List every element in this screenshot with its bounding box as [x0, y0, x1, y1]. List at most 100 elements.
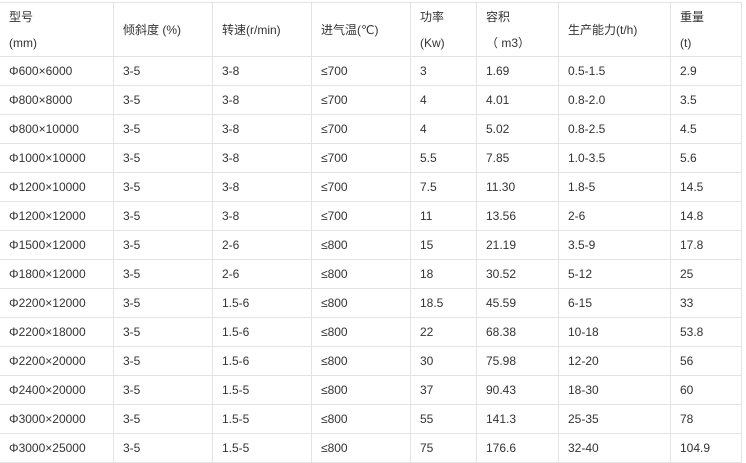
- cell-inlet-temp: ≤700: [311, 201, 411, 231]
- cell-volume: 21.19: [476, 230, 559, 260]
- cell-model: Φ600×6000: [0, 56, 114, 86]
- cell-weight: 4.5: [670, 114, 742, 144]
- cell-capacity: 32-40: [558, 433, 671, 463]
- cell-volume: 45.59: [476, 288, 559, 318]
- cell-speed: 3-8: [212, 85, 312, 115]
- header-label: 倾斜度 (%): [123, 22, 181, 37]
- cell-volume: 30.52: [476, 259, 559, 289]
- cell-power: 15: [410, 230, 477, 260]
- cell-weight: 78: [670, 404, 742, 434]
- cell-weight: 5.6: [670, 143, 742, 173]
- cell-volume: 176.6: [476, 433, 559, 463]
- cell-power: 75: [410, 433, 477, 463]
- cell-capacity: 2-6: [558, 201, 671, 231]
- header-model: 型号 (mm): [0, 2, 114, 57]
- cell-speed: 3-8: [212, 114, 312, 144]
- table-row: Φ3000×25000 3-5 1.5-5 ≤800 75 176.6 32-40 104.9: [0, 433, 742, 463]
- cell-volume: 4.01: [476, 85, 559, 115]
- header-inlet-temp: 进气温(℃): [311, 2, 411, 57]
- cell-power: 7.5: [410, 172, 477, 202]
- cell-volume: 90.43: [476, 375, 559, 405]
- cell-inclination: 3-5: [113, 317, 213, 347]
- header-weight: 重量 (t): [670, 2, 742, 57]
- cell-inlet-temp: ≤700: [311, 56, 411, 86]
- header-unit: (mm): [9, 35, 37, 50]
- cell-power: 4: [410, 114, 477, 144]
- header-capacity: 生产能力(t/h): [558, 2, 671, 57]
- cell-model: Φ2200×18000: [0, 317, 114, 347]
- cell-inclination: 3-5: [113, 114, 213, 144]
- cell-inlet-temp: ≤800: [311, 288, 411, 318]
- cell-power: 55: [410, 404, 477, 434]
- cell-weight: 2.9: [670, 56, 742, 86]
- cell-weight: 3.5: [670, 85, 742, 115]
- table-row: Φ1200×12000 3-5 3-8 ≤700 11 13.56 2-6 14.8: [0, 201, 742, 231]
- cell-inlet-temp: ≤800: [311, 375, 411, 405]
- cell-model: Φ2200×12000: [0, 288, 114, 318]
- cell-inlet-temp: ≤700: [311, 172, 411, 202]
- cell-speed: 1.5-5: [212, 433, 312, 463]
- cell-power: 4: [410, 85, 477, 115]
- cell-speed: 2-6: [212, 230, 312, 260]
- cell-capacity: 1.8-5: [558, 172, 671, 202]
- header-label: 重量: [680, 9, 705, 24]
- table-row: Φ800×10000 3-5 3-8 ≤700 4 5.02 0.8-2.5 4.5: [0, 114, 742, 144]
- cell-volume: 141.3: [476, 404, 559, 434]
- cell-inlet-temp: ≤800: [311, 404, 411, 434]
- cell-capacity: 0.8-2.5: [558, 114, 671, 144]
- cell-volume: 7.85: [476, 143, 559, 173]
- cell-model: Φ1500×12000: [0, 230, 114, 260]
- cell-inlet-temp: ≤700: [311, 85, 411, 115]
- table-row: Φ3000×20000 3-5 1.5-5 ≤800 55 141.3 25-35 78: [0, 404, 742, 434]
- header-unit: (Kw): [420, 35, 445, 50]
- header-label: 型号: [9, 9, 34, 24]
- table-row: Φ1000×10000 3-5 3-8 ≤700 5.5 7.85 1.0-3.5 5.6: [0, 143, 742, 173]
- cell-inclination: 3-5: [113, 404, 213, 434]
- table-row: Φ2200×20000 3-5 1.5-6 ≤800 30 75.98 12-20 56: [0, 346, 742, 376]
- header-row: 型号 (mm) 倾斜度 (%) 转速(r/min) 进气温(℃) 功率 (Kw) 容积 （ m3…: [0, 2, 742, 57]
- cell-volume: 5.02: [476, 114, 559, 144]
- cell-capacity: 18-30: [558, 375, 671, 405]
- cell-speed: 3-8: [212, 201, 312, 231]
- cell-capacity: 25-35: [558, 404, 671, 434]
- cell-inlet-temp: ≤800: [311, 259, 411, 289]
- table-row: Φ800×8000 3-5 3-8 ≤700 4 4.01 0.8-2.0 3.5: [0, 85, 742, 115]
- header-label: 生产能力(t/h): [568, 22, 638, 37]
- cell-weight: 14.8: [670, 201, 742, 231]
- cell-weight: 104.9: [670, 433, 742, 463]
- cell-inclination: 3-5: [113, 201, 213, 231]
- cell-capacity: 3.5-9: [558, 230, 671, 260]
- header-label: 功率: [420, 9, 445, 24]
- cell-inlet-temp: ≤800: [311, 346, 411, 376]
- cell-model: Φ800×10000: [0, 114, 114, 144]
- table-row: Φ2200×12000 3-5 1.5-6 ≤800 18.5 45.59 6-15 33: [0, 288, 742, 318]
- cell-speed: 1.5-5: [212, 375, 312, 405]
- cell-inclination: 3-5: [113, 172, 213, 202]
- cell-inlet-temp: ≤700: [311, 114, 411, 144]
- cell-model: Φ3000×20000: [0, 404, 114, 434]
- cell-weight: 53.8: [670, 317, 742, 347]
- cell-speed: 1.5-6: [212, 317, 312, 347]
- cell-inclination: 3-5: [113, 259, 213, 289]
- cell-power: 3: [410, 56, 477, 86]
- cell-model: Φ2200×20000: [0, 346, 114, 376]
- cell-inclination: 3-5: [113, 85, 213, 115]
- cell-inclination: 3-5: [113, 375, 213, 405]
- cell-inlet-temp: ≤800: [311, 317, 411, 347]
- cell-speed: 1.5-6: [212, 288, 312, 318]
- table-row: Φ2400×20000 3-5 1.5-5 ≤800 37 90.43 18-30 60: [0, 375, 742, 405]
- cell-power: 22: [410, 317, 477, 347]
- cell-weight: 14.5: [670, 172, 742, 202]
- header-unit: (t): [680, 35, 692, 50]
- table-row: Φ2200×18000 3-5 1.5-6 ≤800 22 68.38 10-18 53.8: [0, 317, 742, 347]
- cell-power: 30: [410, 346, 477, 376]
- cell-inclination: 3-5: [113, 433, 213, 463]
- cell-inlet-temp: ≤800: [311, 433, 411, 463]
- cell-weight: 25: [670, 259, 742, 289]
- cell-capacity: 12-20: [558, 346, 671, 376]
- cell-power: 18.5: [410, 288, 477, 318]
- cell-capacity: 1.0-3.5: [558, 143, 671, 173]
- cell-power: 37: [410, 375, 477, 405]
- cell-speed: 2-6: [212, 259, 312, 289]
